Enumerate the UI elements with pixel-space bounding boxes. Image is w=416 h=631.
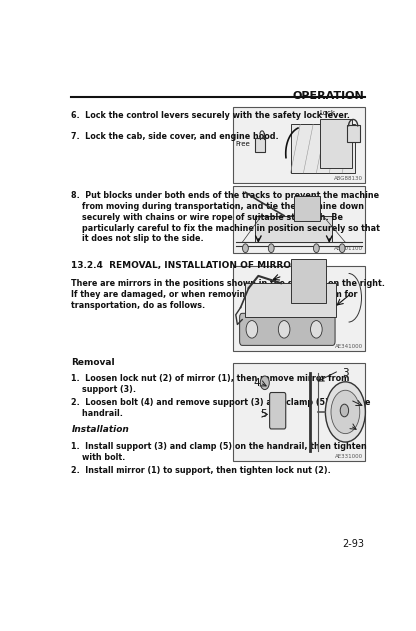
Text: 2: 2 (352, 422, 359, 432)
Circle shape (339, 244, 345, 252)
Text: 7.  Lock the cab, side cover, and engine hood.: 7. Lock the cab, side cover, and engine … (72, 132, 279, 141)
FancyBboxPatch shape (255, 138, 265, 151)
Bar (233, 186, 365, 253)
Text: securely with chains or wire rope of suitable strength. Be: securely with chains or wire rope of sui… (72, 213, 343, 222)
Text: OPERATION: OPERATION (293, 91, 365, 101)
Text: with bolt.: with bolt. (72, 452, 126, 461)
Text: 3: 3 (342, 369, 349, 378)
Bar (233, 266, 365, 351)
FancyBboxPatch shape (270, 392, 286, 429)
Text: A8G88130: A8G88130 (334, 175, 363, 180)
Bar (255, 216, 332, 242)
Text: AE341000: AE341000 (335, 345, 363, 350)
Text: from moving during transportation, and tie the machine down: from moving during transportation, and t… (72, 202, 364, 211)
Bar (291, 124, 355, 173)
Circle shape (260, 376, 269, 389)
Circle shape (243, 244, 248, 252)
Text: 1: 1 (352, 395, 359, 405)
Text: support (3).: support (3). (72, 385, 136, 394)
Text: Lock: Lock (319, 110, 336, 115)
Bar (294, 196, 319, 221)
Circle shape (246, 321, 258, 338)
Text: handrail.: handrail. (72, 409, 123, 418)
Text: 6.  Lock the control levers securely with the safety lock lever.: 6. Lock the control levers securely with… (72, 111, 350, 120)
Text: If they are damaged, or when removing and installing them for: If they are damaged, or when removing an… (72, 290, 358, 299)
Text: 1.  Loosen lock nut (2) of mirror (1), then remove mirror from: 1. Loosen lock nut (2) of mirror (1), th… (72, 374, 350, 383)
Bar (319, 119, 352, 168)
Text: AE331000: AE331000 (335, 454, 363, 459)
Text: transportation, do as follows.: transportation, do as follows. (72, 301, 206, 310)
Text: 1.  Install support (3) and clamp (5) on the handrail, then tighten: 1. Install support (3) and clamp (5) on … (72, 442, 367, 451)
Bar (233, 107, 365, 182)
Bar (245, 283, 336, 317)
Circle shape (311, 321, 322, 338)
Text: Installation: Installation (72, 425, 129, 434)
Bar (233, 363, 365, 461)
Circle shape (325, 382, 365, 442)
Circle shape (340, 404, 349, 417)
Circle shape (331, 390, 360, 433)
Text: 2.  Loosen bolt (4) and remove support (3) and clamp (5) from the: 2. Loosen bolt (4) and remove support (3… (72, 398, 371, 407)
Text: Removal: Removal (72, 358, 115, 367)
FancyBboxPatch shape (240, 314, 335, 345)
Text: 2-93: 2-93 (343, 540, 365, 550)
Text: 8.  Put blocks under both ends of the tracks to prevent the machine: 8. Put blocks under both ends of the tra… (72, 191, 379, 201)
FancyBboxPatch shape (347, 126, 359, 142)
Circle shape (268, 244, 274, 252)
Text: 5: 5 (260, 410, 267, 420)
Text: particularly careful to fix the machine in position securely so that: particularly careful to fix the machine … (72, 223, 380, 233)
Text: 13.2.4  REMOVAL, INSTALLATION OF MIRRORS: 13.2.4 REMOVAL, INSTALLATION OF MIRRORS (72, 261, 305, 270)
Bar (291, 259, 326, 303)
Text: 2.  Install mirror (1) to support, then tighten lock nut (2).: 2. Install mirror (1) to support, then t… (72, 466, 331, 475)
Text: Free: Free (236, 141, 250, 147)
Text: A8G01100: A8G01100 (334, 246, 363, 251)
Circle shape (314, 244, 319, 252)
Text: 4: 4 (253, 378, 260, 388)
Text: There are mirrors in the positions shown in the diagram on the right.: There are mirrors in the positions shown… (72, 280, 385, 288)
Text: it does not slip to the side.: it does not slip to the side. (72, 234, 204, 244)
Circle shape (278, 321, 290, 338)
